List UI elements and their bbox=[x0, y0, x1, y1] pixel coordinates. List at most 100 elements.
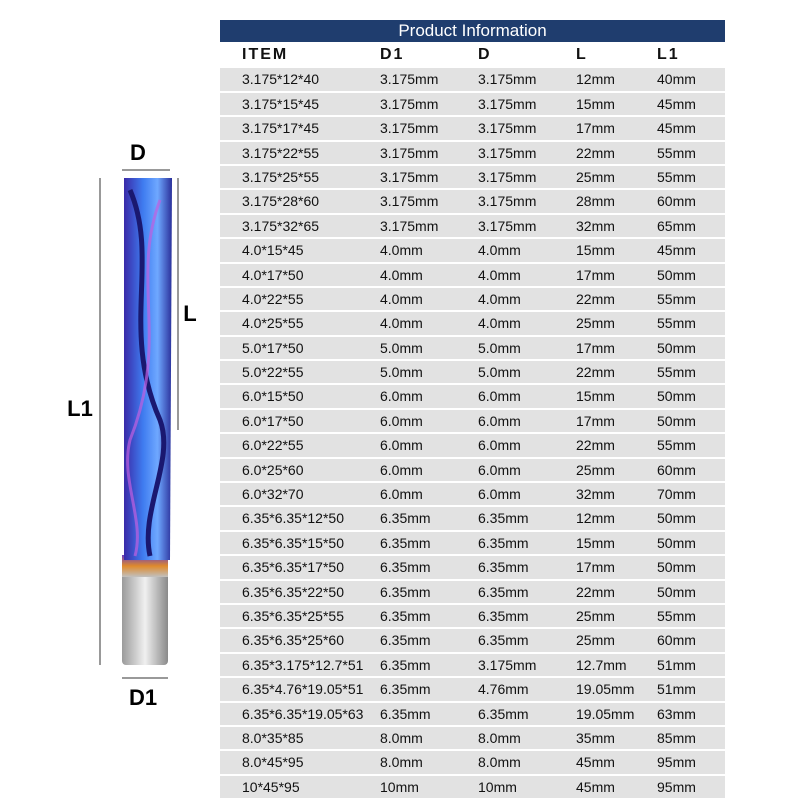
cell: L bbox=[576, 46, 588, 63]
table-row: 6.35*6.35*15*50 6.35mm 6.35mm 15mm 50mm bbox=[220, 531, 725, 555]
table-row: 3.175*12*40 3.175mm 3.175mm 12mm 40mm bbox=[220, 68, 725, 91]
cell: 5.0mm bbox=[478, 339, 521, 356]
table-row: 3.175*17*45 3.175mm 3.175mm 17mm 45mm bbox=[220, 117, 725, 140]
cell: 12.7mm bbox=[576, 656, 627, 673]
cell: 6.35*6.35*25*60 bbox=[242, 632, 344, 649]
cell: 6.0mm bbox=[478, 461, 521, 478]
cell: 6.35*6.35*15*50 bbox=[242, 534, 344, 551]
table-row: 8.0*45*95 8.0mm 8.0mm 45mm 95mm bbox=[220, 751, 725, 774]
cell: 6.35mm bbox=[380, 656, 431, 673]
cell: 3.175mm bbox=[380, 168, 439, 185]
cell: 17mm bbox=[576, 266, 615, 283]
cell: 22mm bbox=[576, 290, 615, 307]
cell: 6.35mm bbox=[380, 510, 431, 527]
cell: 3.175mm bbox=[478, 656, 537, 673]
cell: 32mm bbox=[576, 217, 615, 234]
cell: 3.175mm bbox=[380, 144, 439, 161]
table-row: 6.35*6.35*25*55 6.35mm 6.35mm 25mm 55mm bbox=[220, 604, 725, 628]
cell: 95mm bbox=[657, 754, 696, 771]
cell: 17mm bbox=[576, 120, 615, 137]
cell: 45mm bbox=[657, 120, 696, 137]
cell: 3.175mm bbox=[380, 120, 439, 137]
cell: L1 bbox=[657, 46, 680, 63]
table-title: Product Information bbox=[220, 20, 725, 42]
dim-label: L bbox=[183, 301, 196, 326]
table-row: 6.35*6.35*19.05*63 6.35mm 6.35mm 19.05mm 63m… bbox=[220, 702, 725, 725]
cell: 6.35mm bbox=[380, 705, 431, 722]
cell: 3.175*17*45 bbox=[242, 120, 320, 137]
flute-line bbox=[127, 189, 167, 557]
table-row: 5.0*22*55 5.0mm 5.0mm 22mm 55mm bbox=[220, 361, 725, 384]
cell: 19.05mm bbox=[576, 705, 635, 722]
cell: D bbox=[478, 46, 492, 63]
cell: 6.35mm bbox=[380, 681, 431, 698]
table-row: 6.0*15*50 6.0mm 6.0mm 15mm 50mm bbox=[220, 385, 725, 408]
cell: 3.175mm bbox=[478, 95, 537, 112]
cell: 6.35mm bbox=[478, 705, 529, 722]
table-row: 3.175*15*45 3.175mm 3.175mm 15mm 45mm bbox=[220, 92, 725, 116]
cell: 45mm bbox=[657, 242, 696, 259]
cell: 3.175mm bbox=[380, 71, 439, 88]
cell: 6.35mm bbox=[478, 534, 529, 551]
cell: 17mm bbox=[576, 339, 615, 356]
cell: 55mm bbox=[657, 364, 696, 381]
table-row: 6.35*6.35*25*60 6.35mm 6.35mm 25mm 60mm bbox=[220, 629, 725, 652]
cell: 5.0mm bbox=[380, 364, 423, 381]
table-row: 3.175*22*55 3.175mm 3.175mm 22mm 55mm bbox=[220, 141, 725, 164]
table-row: 8.0*35*85 8.0mm 8.0mm 35mm 85mm bbox=[220, 726, 725, 750]
cell: 8.0*35*85 bbox=[242, 729, 304, 746]
table-row: 6.35*3.175*12.7*51 6.35mm 3.175mm 12.7mm 51m… bbox=[220, 653, 725, 677]
cell: 60mm bbox=[657, 461, 696, 478]
cell: 6.35mm bbox=[478, 607, 529, 624]
cell: 4.0*15*45 bbox=[242, 242, 304, 259]
cell: 85mm bbox=[657, 729, 696, 746]
flute-line bbox=[126, 199, 162, 557]
cell: D1 bbox=[380, 46, 405, 63]
cell: 10*45*95 bbox=[242, 778, 300, 795]
cell: 6.0mm bbox=[478, 388, 521, 405]
cell: 6.35mm bbox=[380, 583, 431, 600]
cell: 3.175mm bbox=[478, 144, 537, 161]
ring bbox=[122, 555, 168, 577]
cell: 6.35*3.175*12.7*51 bbox=[242, 656, 364, 673]
cell: 65mm bbox=[657, 217, 696, 234]
cell: 50mm bbox=[657, 559, 696, 576]
cell: 6.35mm bbox=[380, 559, 431, 576]
cell: 4.76mm bbox=[478, 681, 529, 698]
cell: 45mm bbox=[576, 754, 615, 771]
cell: 50mm bbox=[657, 583, 696, 600]
cell: 8.0mm bbox=[380, 729, 423, 746]
cell: 4.0mm bbox=[478, 242, 521, 259]
cell: 6.35*6.35*19.05*63 bbox=[242, 705, 364, 722]
table-row: 6.35*6.35*22*50 6.35mm 6.35mm 22mm 50mm bbox=[220, 580, 725, 603]
dim-label: L1 bbox=[67, 396, 93, 421]
cell: 51mm bbox=[657, 681, 696, 698]
cell: 15mm bbox=[576, 242, 615, 259]
cell: 4.0mm bbox=[380, 266, 423, 283]
cell: 8.0*45*95 bbox=[242, 754, 304, 771]
cell: 50mm bbox=[657, 266, 696, 283]
cell: 22mm bbox=[576, 144, 615, 161]
cell: 6.35*6.35*22*50 bbox=[242, 583, 344, 600]
table-row: 3.175*28*60 3.175mm 3.175mm 28mm 60mm bbox=[220, 190, 725, 213]
cell: 60mm bbox=[657, 193, 696, 210]
table-row: 6.35*6.35*17*50 6.35mm 6.35mm 17mm 50mm bbox=[220, 556, 725, 579]
cell: 12mm bbox=[576, 510, 615, 527]
cell: 3.175mm bbox=[380, 217, 439, 234]
cell: 3.175mm bbox=[478, 168, 537, 185]
cell: 3.175*22*55 bbox=[242, 144, 320, 161]
cell: 4.0*22*55 bbox=[242, 290, 304, 307]
cell: 3.175mm bbox=[478, 217, 537, 234]
cell: 4.0mm bbox=[478, 290, 521, 307]
table-row: 4.0*25*55 4.0mm 4.0mm 25mm 55mm bbox=[220, 312, 725, 335]
cell: 6.0mm bbox=[380, 461, 423, 478]
cell: 50mm bbox=[657, 534, 696, 551]
cell: 25mm bbox=[576, 607, 615, 624]
cell: 5.0mm bbox=[380, 339, 423, 356]
cell: 5.0*22*55 bbox=[242, 364, 304, 381]
product-table: Product Information ITEM D1 D L L1 3.175*12*4… bbox=[220, 20, 725, 799]
cell: 6.35mm bbox=[380, 607, 431, 624]
cell: 6.0*32*70 bbox=[242, 486, 304, 503]
cell: 25mm bbox=[576, 632, 615, 649]
cell: 4.0mm bbox=[380, 290, 423, 307]
